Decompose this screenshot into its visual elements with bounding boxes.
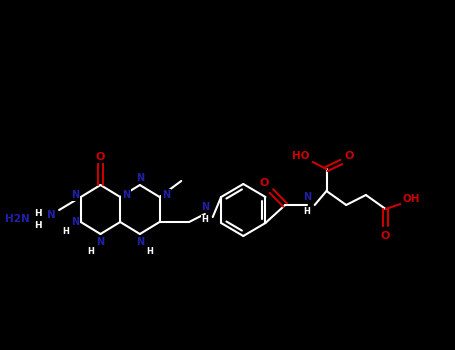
Text: H2N: H2N [5,214,30,224]
Text: N: N [71,190,79,200]
Text: H: H [87,247,94,257]
Text: H: H [146,247,153,257]
Text: O: O [381,231,390,241]
Text: H: H [34,220,41,230]
Text: O: O [260,178,269,188]
Text: O: O [96,152,105,162]
Text: HO: HO [292,151,310,161]
Text: H: H [202,215,208,224]
Text: OH: OH [402,194,420,204]
Text: H: H [303,206,310,216]
Text: N: N [71,217,79,227]
Text: N: N [122,190,130,200]
Text: H: H [34,209,41,217]
Text: N: N [162,190,171,200]
Text: N: N [303,192,311,202]
Text: N: N [47,210,56,220]
Text: N: N [136,237,144,247]
Text: H: H [63,228,70,237]
Text: N: N [201,202,209,212]
Text: N: N [96,237,105,247]
Text: N: N [136,173,144,183]
Text: O: O [344,151,354,161]
